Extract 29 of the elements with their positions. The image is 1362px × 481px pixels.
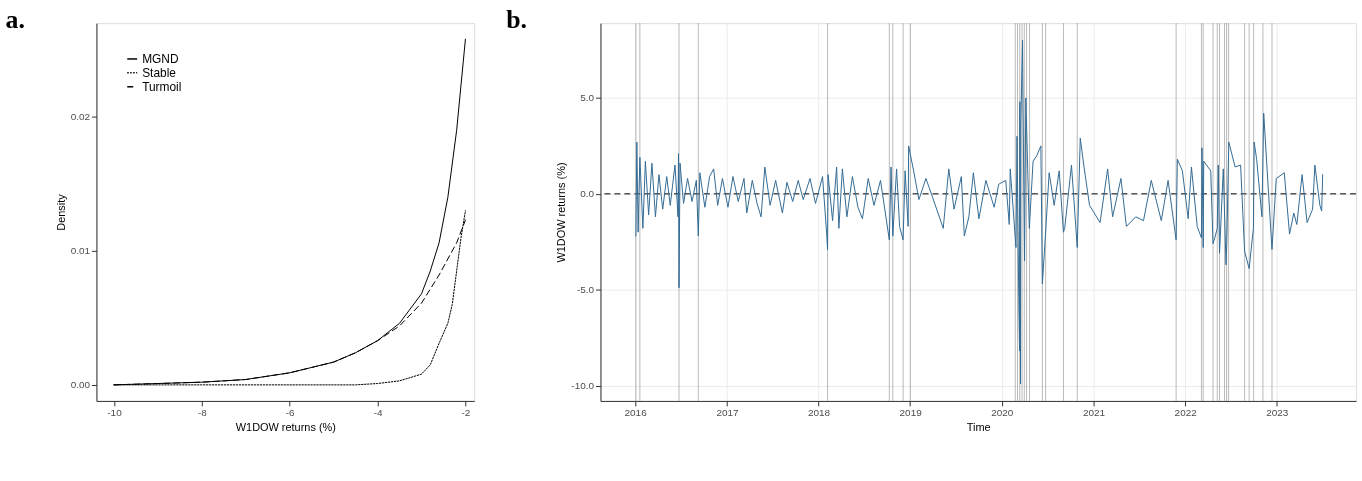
y-axis-title: Density: [54, 193, 67, 231]
x-tick-label: -2: [461, 407, 471, 419]
x-tick-label: -10: [107, 407, 123, 419]
legend-label: MGND: [142, 51, 179, 66]
x-tick-label: -6: [285, 407, 296, 419]
y-tick-label: 0.0: [580, 188, 595, 200]
x-tick-label: 2019: [899, 407, 923, 419]
chart-title: b.: [506, 4, 528, 34]
x-tick-label: 2023: [1266, 407, 1289, 419]
y-tick-label: 5.0: [580, 92, 595, 104]
legend-label: Turmoil: [142, 79, 182, 94]
x-tick-label: 2017: [716, 407, 739, 419]
y-tick-label: -5.0: [576, 284, 595, 296]
x-axis-title: Time: [966, 421, 991, 434]
x-axis-title: W1DOW returns (%): [235, 421, 336, 434]
chart-title: a.: [5, 5, 25, 35]
legend-label: Stable: [142, 65, 177, 80]
x-tick-label: -8: [197, 407, 208, 419]
x-tick-label: 2022: [1174, 407, 1198, 419]
x-tick-label: 2018: [807, 407, 831, 419]
x-tick-label: 2021: [1083, 407, 1106, 419]
y-tick-label: 0.01: [70, 245, 91, 257]
x-tick-label: 2020: [991, 407, 1014, 419]
x-tick-label: 2016: [624, 407, 648, 419]
y-tick-label: 0.02: [70, 111, 91, 123]
x-tick-label: -4: [373, 407, 383, 419]
y-axis-title: W1DOW returns (%): [555, 162, 568, 263]
y-tick-label: -10.0: [571, 380, 595, 392]
y-tick-label: 0.00: [70, 379, 91, 391]
